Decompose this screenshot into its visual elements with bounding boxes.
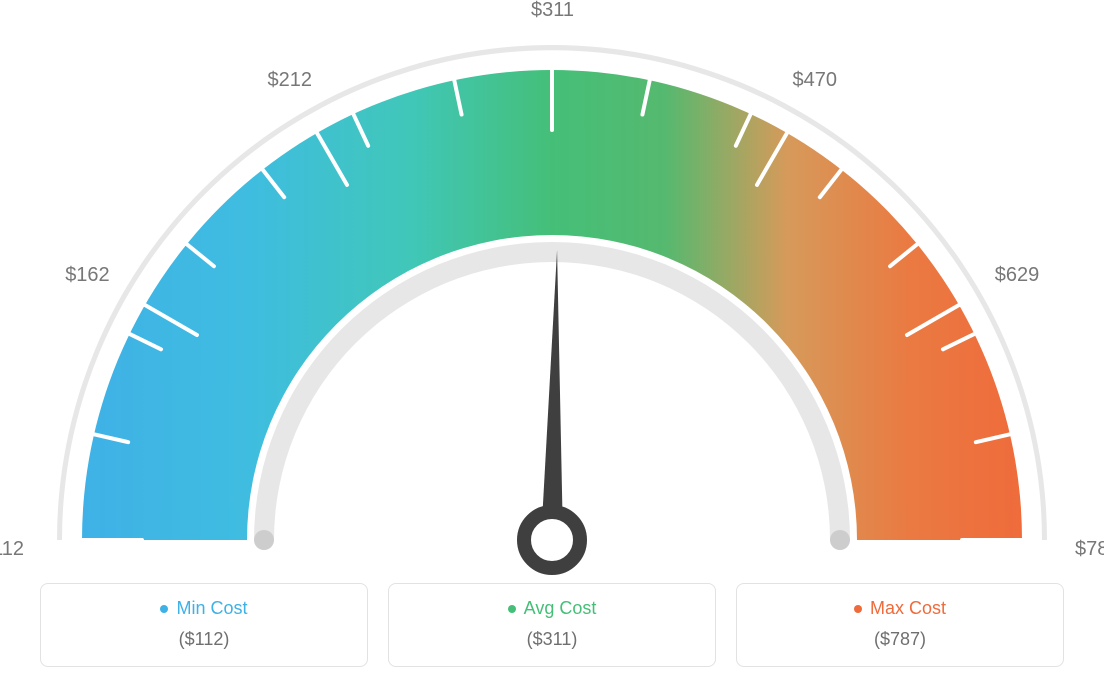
legend-dot-avg <box>508 605 516 613</box>
legend-title-max: Max Cost <box>854 598 946 619</box>
chart-container: $112 $162 $212 $311 $470 $629 $787 Min Cost ($… <box>0 0 1104 690</box>
gauge-tick-label: $311 <box>531 0 574 22</box>
legend-label-min: Min Cost <box>176 598 247 619</box>
gauge-tick-label: $470 <box>793 69 838 92</box>
gauge-chart: $112 $162 $212 $311 $470 $629 $787 <box>0 0 1104 560</box>
gauge-svg <box>0 0 1104 580</box>
legend-dot-max <box>854 605 862 613</box>
gauge-tick-label: $162 <box>65 264 110 287</box>
legend-dot-min <box>160 605 168 613</box>
gauge-tick-label: $787 <box>1075 538 1104 561</box>
legend-card-max: Max Cost ($787) <box>736 583 1064 667</box>
legend-card-min: Min Cost ($112) <box>40 583 368 667</box>
legend-row: Min Cost ($112) Avg Cost ($311) Max Cost… <box>40 583 1064 667</box>
legend-label-max: Max Cost <box>870 598 946 619</box>
legend-value-avg: ($311) <box>399 629 705 650</box>
gauge-tick-label: $629 <box>995 264 1040 287</box>
legend-card-avg: Avg Cost ($311) <box>388 583 716 667</box>
gauge-tick-label: $212 <box>268 69 313 92</box>
legend-value-max: ($787) <box>747 629 1053 650</box>
legend-label-avg: Avg Cost <box>524 598 597 619</box>
gauge-tick-label: $112 <box>0 538 24 561</box>
legend-value-min: ($112) <box>51 629 357 650</box>
legend-title-min: Min Cost <box>160 598 247 619</box>
legend-title-avg: Avg Cost <box>508 598 597 619</box>
